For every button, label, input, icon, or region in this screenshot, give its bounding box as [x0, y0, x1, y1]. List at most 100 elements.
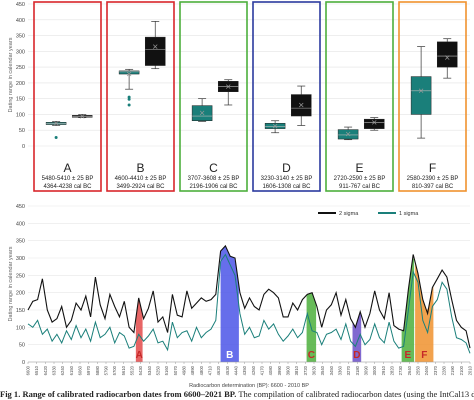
- bottom-y-tick-label: 50: [19, 343, 25, 349]
- panel-bp-range: 3230-3140 ± 25 BP: [261, 176, 313, 182]
- legend-label-2sigma: 2 sigma: [339, 211, 359, 217]
- box-2sigma-b-mean-marker: [152, 44, 158, 49]
- panel-frame-f: [398, 1, 467, 192]
- bottom-x-tick-label: 2460: [424, 365, 429, 375]
- panel-cal-range: 911-767 cal BC: [339, 184, 381, 190]
- bottom-x-tick-label: 3990: [277, 365, 282, 375]
- highlight-label-d: D: [353, 350, 360, 361]
- panel-cal-range: 3499-2924 cal BC: [116, 184, 165, 190]
- bottom-x-tick-label: 2100: [459, 365, 464, 375]
- caption-title: Range of calibrated radiocarbon dates fr…: [22, 389, 237, 399]
- line-series-1sigma: [27, 253, 471, 354]
- bottom-x-tick-label: 3900: [286, 365, 291, 375]
- bottom-x-tick-label: 4350: [242, 365, 247, 375]
- bottom-x-tick-label: 5520: [130, 365, 135, 375]
- panel-frame-c: [179, 1, 248, 192]
- bottom-x-tick-label: 2640: [407, 365, 412, 375]
- bottom-y-tick-label: 0: [22, 360, 25, 366]
- bottom-x-tick-label: 4440: [234, 365, 239, 375]
- panel-cal-range: 2196-1906 cal BC: [189, 184, 238, 190]
- bottom-x-tick-label: 6330: [52, 365, 57, 375]
- top-y-tick-label: 400: [16, 18, 25, 24]
- top-y-tick-label: 0: [22, 144, 25, 150]
- bottom-x-tick-label: 5610: [121, 365, 126, 375]
- panel-letter-b: B: [136, 161, 144, 175]
- caption-text: The compilation of calibrated radiocarbo…: [238, 389, 474, 399]
- highlight-band-a: [135, 299, 143, 362]
- panel-bp-range: 2720-2590 ± 25 BP: [334, 176, 386, 182]
- bottom-x-tick-label: 5880: [95, 365, 100, 375]
- box-2sigma-e-box: [363, 118, 385, 129]
- bottom-x-tick-label: 4170: [260, 365, 265, 375]
- bottom-x-tick-label: 5790: [104, 365, 109, 375]
- bottom-x-axis-label: Radiocarbon determination (BP): 6600 - 2…: [189, 383, 309, 389]
- caption-label: Fig 1: [0, 389, 19, 399]
- box-2sigma-a-mean-marker: [79, 114, 85, 119]
- bottom-x-tick-label: 2550: [416, 365, 421, 375]
- bottom-x-tick-label: 6420: [43, 365, 48, 375]
- bottom-x-tick-label: 2370: [433, 365, 438, 375]
- panel-bp-range: 2580-2390 ± 25 BP: [407, 176, 459, 182]
- highlight-band-d: [352, 312, 362, 362]
- box-1sigma-b-outlier: [127, 103, 131, 107]
- top-y-tick-label: 50: [19, 128, 25, 134]
- bottom-x-tick-label: 2820: [390, 365, 395, 375]
- bottom-x-tick-label: 6060: [78, 365, 83, 375]
- highlight-label-e: E: [405, 350, 412, 361]
- bottom-x-tick-label: 5250: [156, 365, 161, 375]
- box-2sigma-e-mean-marker: [371, 120, 377, 125]
- top-y-tick-label: 250: [16, 65, 25, 71]
- panel-letter-e: E: [355, 161, 363, 175]
- highlight-label-c: C: [308, 350, 315, 361]
- bottom-y-tick-label: 300: [16, 256, 25, 262]
- top-y-tick-label: 200: [16, 81, 25, 87]
- box-1sigma-a-outlier: [54, 135, 58, 139]
- top-y-tick-label: 300: [16, 49, 25, 55]
- bottom-x-tick-label: 2910: [381, 365, 386, 375]
- bottom-x-tick-label: 2010: [468, 365, 473, 375]
- bottom-x-tick-label: 4620: [216, 365, 221, 375]
- bottom-x-tick-label: 3450: [329, 365, 334, 375]
- bottom-x-tick-label: 3540: [320, 365, 325, 375]
- bottom-y-tick-label: 200: [16, 291, 25, 297]
- bottom-x-tick-label: 2730: [398, 365, 403, 375]
- highlight-band-f: [415, 262, 434, 362]
- bottom-x-tick-label: 5070: [173, 365, 178, 375]
- bottom-x-tick-label: 2280: [442, 365, 447, 375]
- legend-label-1sigma: 1 sigma: [399, 211, 419, 217]
- bottom-x-tick-label: 6600: [26, 365, 31, 375]
- bottom-y-tick-label: 400: [16, 221, 25, 227]
- box-1sigma-d-mean-marker: [272, 123, 278, 129]
- panel-letter-a: A: [63, 161, 71, 175]
- box-1sigma-f-mean-marker: [418, 88, 424, 94]
- top-y-tick-label: 350: [16, 34, 25, 40]
- bottom-x-tick-label: 4800: [199, 365, 204, 375]
- panel-letter-c: C: [209, 161, 218, 175]
- panel-bp-range: 4600-4410 ± 25 BP: [115, 176, 167, 182]
- box-1sigma-a-mean-marker: [53, 121, 59, 126]
- bottom-y-tick-label: 150: [16, 308, 25, 314]
- bottom-x-tick-label: 3000: [372, 365, 377, 375]
- bottom-x-tick-label: 3720: [303, 365, 308, 375]
- panel-letter-d: D: [282, 161, 291, 175]
- panel-frame-a: [33, 1, 102, 192]
- line-series-2sigma: [27, 244, 471, 349]
- bottom-y-axis-label: Dating range in calendar years: [8, 246, 14, 321]
- panel-cal-range: 4364-4238 cal BC: [43, 184, 92, 190]
- bottom-x-tick-label: 4530: [225, 365, 230, 375]
- panel-frame-e: [325, 1, 394, 192]
- box-2sigma-f-box: [436, 41, 458, 68]
- bottom-x-tick-label: 5970: [86, 365, 91, 375]
- bottom-x-tick-label: 3630: [312, 365, 317, 375]
- box-1sigma-b-outlier: [127, 97, 131, 101]
- figure-caption: Fig 1. Range of calibrated radiocarbon d…: [0, 389, 474, 400]
- box-2sigma-d-mean-marker: [298, 102, 304, 108]
- box-2sigma-c-mean-marker: [225, 84, 231, 89]
- bottom-x-tick-label: 4890: [190, 365, 195, 375]
- panel-frame-b: [106, 1, 175, 192]
- box-2sigma-f-mean-marker: [444, 55, 450, 60]
- top-y-tick-label: 100: [16, 112, 25, 118]
- box-2sigma-b-box: [144, 36, 166, 66]
- panel-cal-range: 1606-1308 cal BC: [262, 184, 311, 190]
